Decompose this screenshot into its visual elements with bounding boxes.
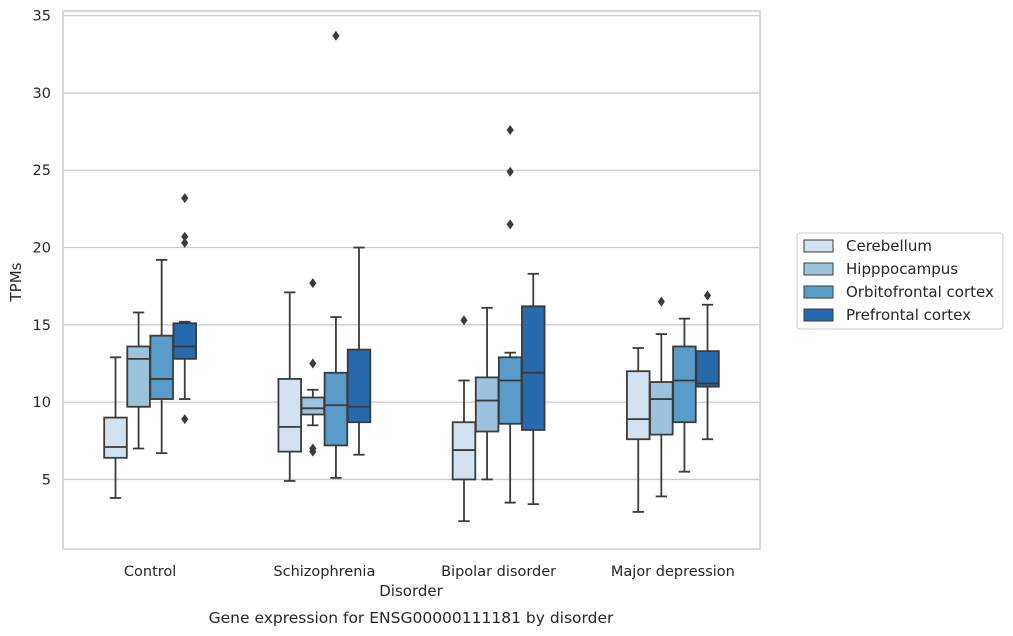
y-tick-label: 20 (33, 241, 51, 257)
box-group (497, 125, 523, 504)
box-group (277, 291, 302, 482)
box (346, 348, 372, 424)
y-tick-label: 30 (33, 86, 51, 102)
outlier-point (181, 414, 189, 425)
x-axis-ticks: Control Schizophrenia Bipolar disorder Majo… (124, 564, 735, 580)
y-tick-label: 10 (33, 395, 51, 411)
legend-label: Hipppocampus (846, 260, 958, 278)
box-group (695, 290, 720, 441)
outlier-point (309, 443, 317, 454)
legend-swatch (803, 262, 834, 276)
box (626, 370, 651, 441)
outlier-point (506, 219, 514, 230)
x-axis-title: Disorder (379, 582, 443, 600)
y-axis-ticks: 5 10 15 20 25 30 35 (33, 9, 51, 489)
box (695, 350, 720, 388)
outlier-point (309, 358, 317, 369)
legend-frame (796, 232, 1004, 330)
box (277, 378, 302, 453)
box (149, 334, 174, 400)
y-tick-label: 25 (33, 163, 51, 179)
legend-label: Prefrontal cortex (846, 306, 971, 324)
y-tick-label: 5 (42, 472, 51, 488)
outlier-point (506, 166, 514, 177)
box-group (346, 246, 372, 456)
outlier-point (506, 125, 514, 136)
legend-swatch (803, 285, 834, 299)
box (497, 356, 523, 425)
box-group (521, 272, 546, 506)
box-group (149, 259, 174, 455)
boxes-layer (103, 30, 720, 523)
box-group (451, 315, 477, 523)
box (521, 305, 546, 431)
outlier-point (332, 30, 340, 41)
box (323, 371, 349, 447)
box-group (300, 278, 326, 457)
legend-swatch (803, 308, 834, 322)
legend-label: Orbitofrontal cortex (846, 283, 994, 301)
box-group (649, 296, 674, 498)
y-tick-label: 35 (33, 9, 51, 25)
outlier-point (181, 193, 189, 204)
x-tick-label: Control (124, 564, 176, 580)
x-tick-label: Bipolar disorder (441, 564, 556, 580)
box (474, 376, 500, 433)
legend: Cerebellum Hipppocampus Orbitofrontal cort… (796, 232, 1004, 330)
box (126, 345, 151, 408)
outlier-point (181, 237, 189, 248)
box-group (172, 193, 197, 425)
box-group (626, 347, 651, 513)
figure-caption: Gene expression for ENSG00000111181 by d… (209, 609, 614, 627)
box-group (672, 317, 697, 473)
plot-frame (62, 10, 761, 550)
box-group (474, 306, 500, 481)
x-tick-label: Major depression (611, 564, 735, 580)
outlier-point (309, 278, 317, 289)
box (649, 381, 674, 436)
outlier-point (460, 315, 468, 326)
outlier-point (657, 296, 665, 307)
box (300, 396, 326, 416)
outlier-point (703, 290, 712, 301)
box-group (126, 311, 151, 450)
box (172, 322, 197, 360)
outlier-point (181, 231, 189, 242)
legend-swatch (803, 239, 834, 253)
box-group (323, 30, 349, 479)
legend-label: Cerebellum (846, 237, 932, 255)
box (672, 345, 697, 424)
x-tick-label: Schizophrenia (273, 564, 375, 580)
box (103, 416, 128, 459)
y-axis-title: TPMs (7, 262, 25, 302)
y-tick-label: 15 (33, 318, 51, 334)
box-group (103, 356, 128, 499)
